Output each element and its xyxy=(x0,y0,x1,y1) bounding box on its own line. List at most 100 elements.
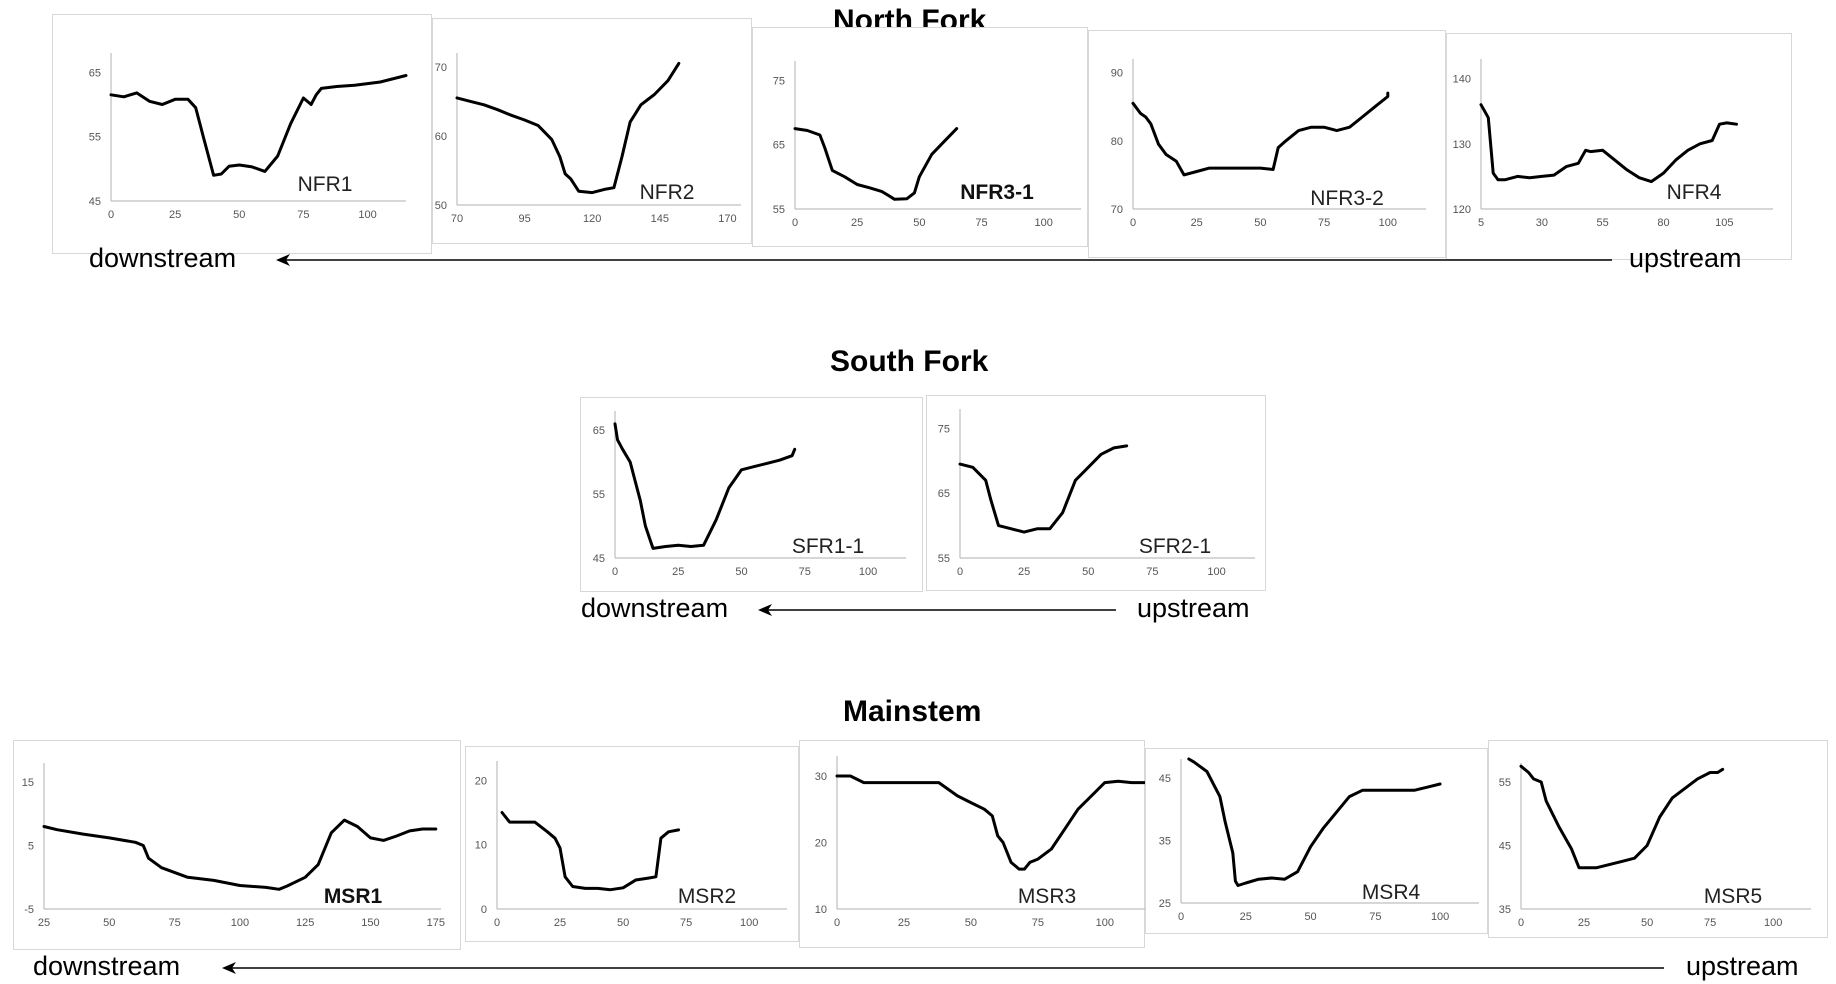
x-tick-label: 0 xyxy=(834,917,840,929)
x-tick-label: 0 xyxy=(1518,917,1524,929)
y-tick-label: 45 xyxy=(593,553,605,565)
x-tick-label: 50 xyxy=(1641,917,1653,929)
x-tick-label: 0 xyxy=(612,566,618,578)
panel-msr2: 0 25 50 75 100 0 10 20 MSR2 xyxy=(465,746,799,942)
y-tick-label: 55 xyxy=(89,132,101,144)
profile-line xyxy=(1519,764,1725,870)
x-tick-label: 75 xyxy=(168,917,180,929)
x-tick-label: 100 xyxy=(1207,566,1225,578)
profile-line xyxy=(793,127,959,201)
chart-msr4: 0 25 50 75 100 25 35 45 MSR4 xyxy=(1159,757,1479,923)
y-tick-label: 75 xyxy=(938,423,950,435)
y-tick-label: 60 xyxy=(435,131,447,143)
y-tick-label: 15 xyxy=(22,777,34,789)
x-tick-label: 100 xyxy=(1096,917,1114,929)
y-tick-label: 20 xyxy=(475,775,487,787)
y-tick-label: 30 xyxy=(815,771,827,783)
y-tick-label: 25 xyxy=(1159,898,1171,910)
x-tick-label: 50 xyxy=(617,917,629,929)
x-tick-label: 120 xyxy=(583,213,601,225)
panel-label: MSR3 xyxy=(1018,885,1076,908)
x-tick-label: 50 xyxy=(965,917,977,929)
x-tick-label: 25 xyxy=(672,566,684,578)
x-tick-label: 50 xyxy=(103,917,115,929)
x-tick-label: 30 xyxy=(1536,217,1548,229)
panel-label: MSR1 xyxy=(324,885,383,908)
profile-line xyxy=(613,422,797,550)
y-tick-label: 65 xyxy=(89,67,101,79)
x-tick-label: 100 xyxy=(1379,217,1397,229)
x-tick-label: 175 xyxy=(427,917,445,929)
x-tick-label: 75 xyxy=(799,566,811,578)
x-tick-label: 80 xyxy=(1657,217,1669,229)
chart-msr1: 25 50 75 100 125 150 175 -5 5 15 MSR1 xyxy=(22,763,445,929)
chart-sfr1-1: 0 25 50 75 100 45 55 65 SFR1-1 xyxy=(593,411,906,578)
mainstem-title: Mainstem xyxy=(843,695,982,728)
panel-sfr1-1: 0 25 50 75 100 45 55 65 SFR1-1 xyxy=(580,397,923,592)
x-tick-label: 0 xyxy=(108,209,114,221)
panel-msr4: 0 25 50 75 100 25 35 45 MSR4 xyxy=(1145,748,1488,934)
y-tick-label: 35 xyxy=(1159,835,1171,847)
x-tick-label: 100 xyxy=(231,917,249,929)
x-tick-label: 0 xyxy=(1178,911,1184,923)
profile-line xyxy=(455,61,681,195)
y-tick-label: 130 xyxy=(1453,139,1471,151)
panel-sfr2-1: 0 25 50 75 100 55 65 75 SFR2-1 xyxy=(926,395,1266,591)
profile-line xyxy=(1131,91,1390,177)
x-tick-label: 50 xyxy=(913,217,925,229)
x-tick-label: 170 xyxy=(718,213,736,225)
chart-sfr2-1: 0 25 50 75 100 55 65 75 SFR2-1 xyxy=(938,409,1255,578)
x-tick-label: 100 xyxy=(1764,917,1782,929)
north-upstream-label: upstream xyxy=(1629,243,1742,273)
x-tick-label: 25 xyxy=(1240,911,1252,923)
x-tick-label: 75 xyxy=(1032,917,1044,929)
x-tick-label: 75 xyxy=(1369,911,1381,923)
panel-msr5: 0 25 50 75 100 35 45 55 MSR5 xyxy=(1488,740,1828,938)
panel-label: NFR2 xyxy=(640,181,695,204)
x-tick-label: 75 xyxy=(1146,566,1158,578)
profile-line xyxy=(109,74,408,177)
x-tick-label: 75 xyxy=(1704,917,1716,929)
y-tick-label: 55 xyxy=(773,204,785,216)
panel-label: MSR5 xyxy=(1704,885,1762,908)
y-tick-label: 120 xyxy=(1453,204,1471,216)
chart-nfr4: 5 30 55 80 105 120 130 140 NFR4 xyxy=(1453,59,1773,229)
y-tick-label: -5 xyxy=(24,904,34,916)
x-tick-label: 25 xyxy=(169,209,181,221)
x-tick-label: 100 xyxy=(358,209,376,221)
south-fork-title: South Fork xyxy=(830,345,989,378)
x-tick-label: 50 xyxy=(1254,217,1266,229)
x-tick-label: 0 xyxy=(1130,217,1136,229)
panel-nfr3-2: 0 25 50 75 100 70 80 90 NFR3-2 xyxy=(1088,30,1446,258)
y-tick-label: 70 xyxy=(435,62,447,74)
chart-nfr3-2: 0 25 50 75 100 70 80 90 NFR3-2 xyxy=(1111,59,1426,229)
x-tick-label: 0 xyxy=(494,917,500,929)
x-tick-label: 100 xyxy=(740,917,758,929)
panel-nfr4: 5 30 55 80 105 120 130 140 NFR4 xyxy=(1446,33,1792,260)
y-tick-label: 140 xyxy=(1453,74,1471,86)
x-tick-label: 50 xyxy=(233,209,245,221)
x-tick-label: 50 xyxy=(1304,911,1316,923)
x-tick-label: 55 xyxy=(1597,217,1609,229)
chart-msr5: 0 25 50 75 100 35 45 55 MSR5 xyxy=(1499,763,1811,929)
chart-msr3: 0 25 50 75 100 10 20 30 MSR3 xyxy=(815,756,1147,929)
profile-line xyxy=(500,811,681,892)
chart-nfr2: 70 95 120 145 170 50 60 70 NFR2 xyxy=(435,53,741,225)
x-tick-label: 70 xyxy=(451,213,463,225)
x-tick-label: 75 xyxy=(680,917,692,929)
panel-nfr2: 70 95 120 145 170 50 60 70 NFR2 xyxy=(432,18,752,244)
x-tick-label: 25 xyxy=(38,917,50,929)
x-tick-label: 50 xyxy=(735,566,747,578)
y-tick-label: 10 xyxy=(815,904,827,916)
south-upstream-label: upstream xyxy=(1137,593,1250,623)
x-tick-label: 0 xyxy=(792,217,798,229)
x-tick-label: 100 xyxy=(859,566,877,578)
y-tick-label: 55 xyxy=(1499,777,1511,789)
y-tick-label: 10 xyxy=(475,840,487,852)
chart-nfr3-1: 0 25 50 75 100 55 65 75 NFR3-1 xyxy=(773,61,1081,229)
north-downstream-label: downstream xyxy=(89,243,237,273)
south-downstream-label: downstream xyxy=(581,593,729,623)
panel-msr1: 25 50 75 100 125 150 175 -5 5 15 MSR1 xyxy=(13,740,461,950)
chart-nfr1: 0 25 50 75 100 45 55 65 NFR1 xyxy=(89,53,408,221)
panel-label: NFR3-1 xyxy=(960,181,1034,204)
